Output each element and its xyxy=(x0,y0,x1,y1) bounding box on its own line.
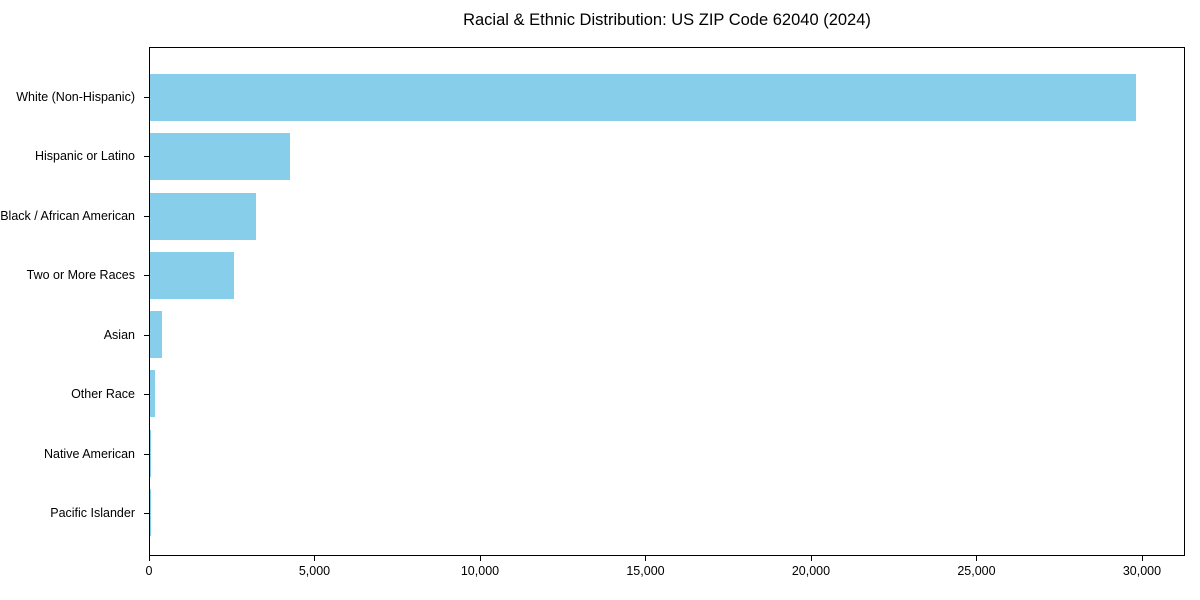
bar-row xyxy=(150,424,1184,483)
y-tick-label: Two or More Races xyxy=(26,268,135,283)
y-tick-mark xyxy=(144,156,149,158)
x-tick-mark xyxy=(1141,556,1143,561)
bar xyxy=(150,311,162,359)
x-tick-label: 30,000 xyxy=(1122,564,1162,578)
x-tick-label: 15,000 xyxy=(626,564,665,578)
y-tick-label: Asian xyxy=(103,327,135,342)
bar xyxy=(150,429,151,477)
x-tick-mark xyxy=(314,556,316,561)
y-tick-mark xyxy=(144,513,149,515)
x-tick-label: 20,000 xyxy=(791,564,831,578)
y-tick-label: White (Non-Hispanic) xyxy=(16,89,135,104)
y-tick-mark xyxy=(144,334,149,336)
y-tick-label: Hispanic or Latino xyxy=(34,149,135,164)
bar-row xyxy=(150,246,1184,305)
bar-row xyxy=(150,364,1184,423)
y-tick-mark xyxy=(144,96,149,98)
bar-row xyxy=(150,127,1184,186)
y-tick-label: Black / African American xyxy=(0,208,135,223)
bar-rows xyxy=(150,48,1184,555)
x-tick-mark xyxy=(479,556,481,561)
bar xyxy=(150,192,256,240)
y-tick-mark xyxy=(144,215,149,217)
chart-title: Racial & Ethnic Distribution: US ZIP Cod… xyxy=(463,11,871,29)
x-tick-label: 25,000 xyxy=(957,564,996,578)
bar xyxy=(150,133,291,181)
y-tick-mark xyxy=(144,453,149,455)
x-tick-mark xyxy=(976,556,978,561)
bar xyxy=(150,370,156,418)
x-tick-label: 10,000 xyxy=(460,564,500,578)
bar-row xyxy=(150,483,1184,542)
bar xyxy=(150,251,234,299)
x-tick-label: 0 xyxy=(145,564,153,578)
bar-row xyxy=(150,68,1184,127)
bar-row xyxy=(150,187,1184,246)
y-tick-label: Other Race xyxy=(71,387,135,402)
bar xyxy=(150,74,1136,122)
x-tick-mark xyxy=(810,556,812,561)
y-tick-label: Native American xyxy=(43,446,135,461)
y-tick-label: Pacific Islander xyxy=(50,506,135,521)
plot-area xyxy=(149,47,1185,556)
x-tick-mark xyxy=(149,556,150,561)
bar-row xyxy=(150,305,1184,364)
y-tick-mark xyxy=(144,275,149,277)
x-tick-mark xyxy=(645,556,647,561)
x-tick-label: 5,000 xyxy=(298,564,331,578)
y-tick-mark xyxy=(144,394,149,396)
